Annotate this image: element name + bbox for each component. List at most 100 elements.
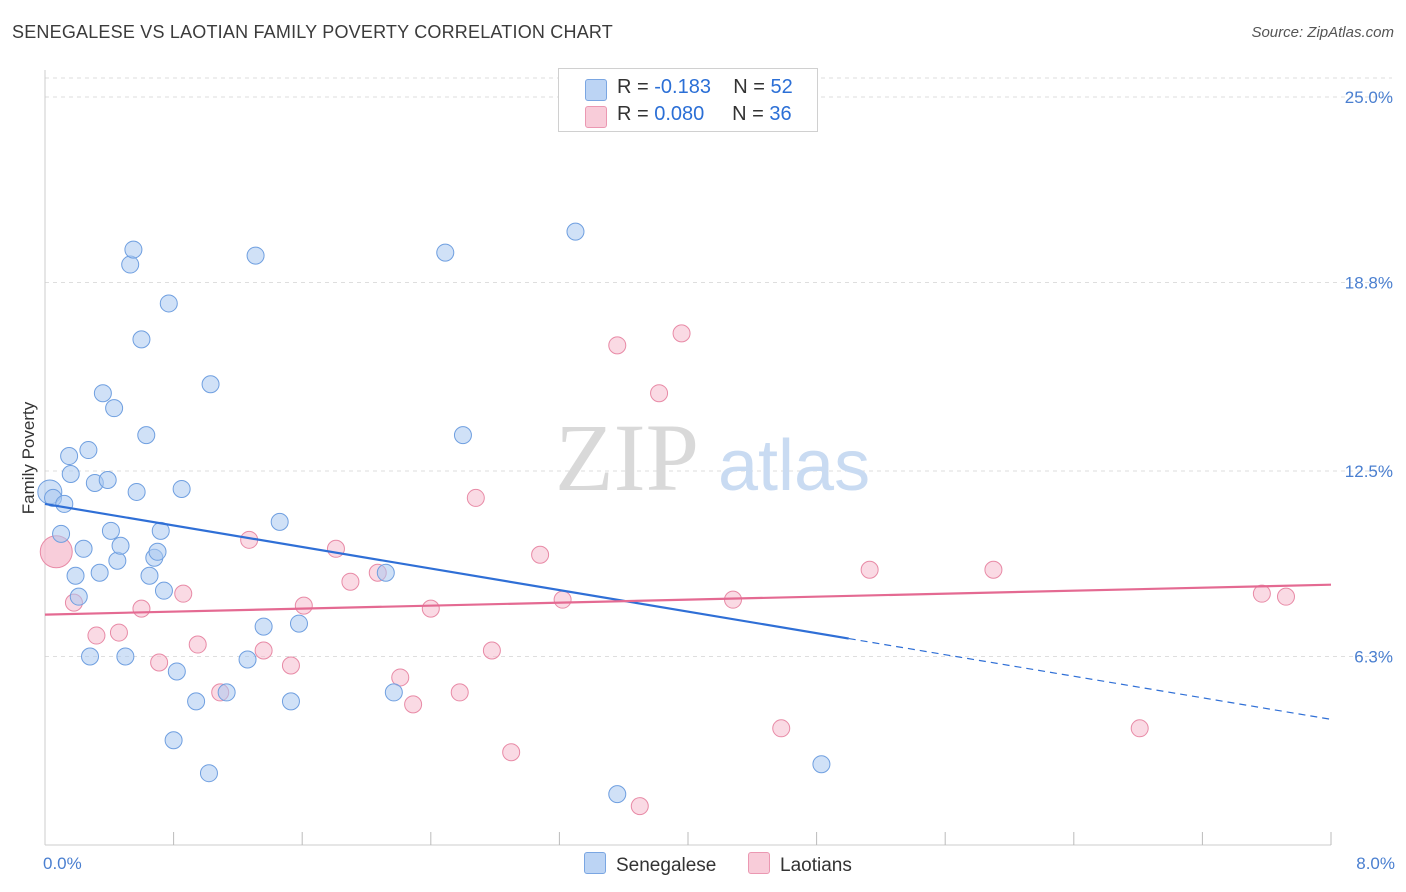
laotians-point (1252, 584, 1271, 603)
x-tick-label: 0.0% (43, 854, 82, 873)
laotians-point (450, 683, 469, 702)
source-label: Source: ZipAtlas.com (1251, 24, 1394, 41)
senegalese-point (52, 524, 71, 543)
laotians-point (553, 590, 572, 609)
legend-n-label: N = (732, 103, 770, 125)
senegalese-point (121, 255, 140, 274)
senegalese-point (187, 692, 206, 711)
senegalese-point (105, 399, 124, 418)
legend-swatch-laotians (585, 106, 607, 128)
bottom-legend-senegalese: Senegalese (584, 852, 716, 877)
legend-n-value: 52 (770, 76, 793, 98)
watermark: ZIP atlas (555, 404, 870, 511)
senegalese-point (116, 647, 135, 666)
legend-text-senegalese: R = -0.183 N = 52 (617, 76, 793, 99)
laotians-point (87, 626, 106, 645)
legend-text-laotians: R = 0.080 N = 36 (617, 103, 792, 126)
laotians-points (39, 324, 1295, 816)
bottom-legend-label-laotians: Laotians (780, 855, 852, 876)
senegalese-point (90, 563, 109, 582)
senegalese-point (566, 222, 585, 241)
laotians-point (132, 599, 151, 618)
laotians-point (109, 623, 128, 642)
senegalese-point (140, 566, 159, 585)
laotians-point (254, 641, 273, 660)
senegalese-point (132, 330, 151, 349)
senegalese-point (281, 692, 300, 711)
laotians-point (466, 488, 485, 507)
y-tick-label: 6.3% (1354, 648, 1393, 667)
watermark-atlas: atlas (718, 426, 870, 506)
senegalese-point (74, 539, 93, 558)
laotians-point (1130, 719, 1149, 738)
senegalese-point (159, 294, 178, 313)
senegalese-point (148, 542, 167, 561)
laotians-point (421, 599, 440, 618)
senegalese-point (453, 426, 472, 445)
legend-r-value: -0.183 (654, 76, 711, 98)
senegalese-point (201, 375, 220, 394)
laotians-point (404, 695, 423, 714)
senegalese-point (376, 563, 395, 582)
laotians-point (1276, 587, 1295, 606)
senegalese-point (81, 647, 100, 666)
legend-swatch-senegalese (585, 79, 607, 101)
watermark-zip: ZIP (555, 404, 699, 511)
y-tick-labels: 6.3% 12.5% 18.8% 25.0% (1345, 88, 1393, 667)
senegalese-point (270, 512, 289, 531)
laotians-point (860, 560, 879, 579)
senegalese-point (69, 587, 88, 606)
trend-lines (44, 502, 1332, 720)
y-tick-label: 25.0% (1345, 88, 1393, 107)
legend-n-label: N = (733, 76, 771, 98)
laotians-point (281, 656, 300, 675)
senegalese-points (37, 222, 831, 804)
legend-n-value: 36 (769, 103, 792, 125)
senegalese-point (137, 426, 156, 445)
legend-r-label: R = (617, 103, 655, 125)
senegalese-point (217, 683, 236, 702)
laotians-point (531, 545, 550, 564)
y-tick-label: 18.8% (1345, 274, 1393, 293)
bottom-legend-swatch-laotians (748, 852, 770, 874)
laotians-point (482, 641, 501, 660)
senegalese-point (164, 731, 183, 750)
chart-title: SENEGALESE VS LAOTIAN FAMILY POVERTY COR… (12, 22, 613, 42)
senegalese-point (436, 243, 455, 262)
senegalese-point (384, 683, 403, 702)
senegalese-point (127, 482, 146, 501)
legend-r-label: R = (617, 76, 655, 98)
laotians-point (341, 572, 360, 591)
senegalese-point (98, 470, 117, 489)
senegalese-point (812, 755, 831, 774)
laotians-point (188, 635, 207, 654)
laotians-point (984, 560, 1003, 579)
laotians-point (294, 596, 313, 615)
laotians-point (174, 584, 193, 603)
legend-r-value: 0.080 (654, 103, 705, 125)
senegalese-point (79, 441, 98, 460)
senegalese-point (61, 464, 80, 483)
x-tick-label: 8.0% (1356, 854, 1395, 873)
y-tick-label: 12.5% (1345, 462, 1393, 481)
y-axis-title: Family Poverty (19, 401, 38, 514)
senegalese-point (124, 240, 143, 259)
senegalese-point (199, 764, 218, 783)
laotians-trend-line (44, 583, 1332, 616)
senegalese-point (55, 494, 74, 513)
laotians-point (391, 668, 410, 687)
senegalese-point (111, 536, 130, 555)
senegalese-point (167, 662, 186, 681)
senegalese-point (108, 551, 127, 570)
laotians-point (630, 797, 649, 816)
laotians-point (772, 719, 791, 738)
senegalese-trend-extension (848, 637, 1332, 720)
bottom-legend-laotians: Laotians (748, 852, 852, 877)
x-tick-labels: 0.0% 8.0% (43, 854, 1395, 873)
senegalese-point (254, 617, 273, 636)
bottom-legend-swatch-senegalese (584, 852, 606, 874)
senegalese-point (246, 246, 265, 265)
laotians-point (672, 324, 691, 343)
senegalese-point (93, 384, 112, 403)
laotians-point (608, 336, 627, 355)
